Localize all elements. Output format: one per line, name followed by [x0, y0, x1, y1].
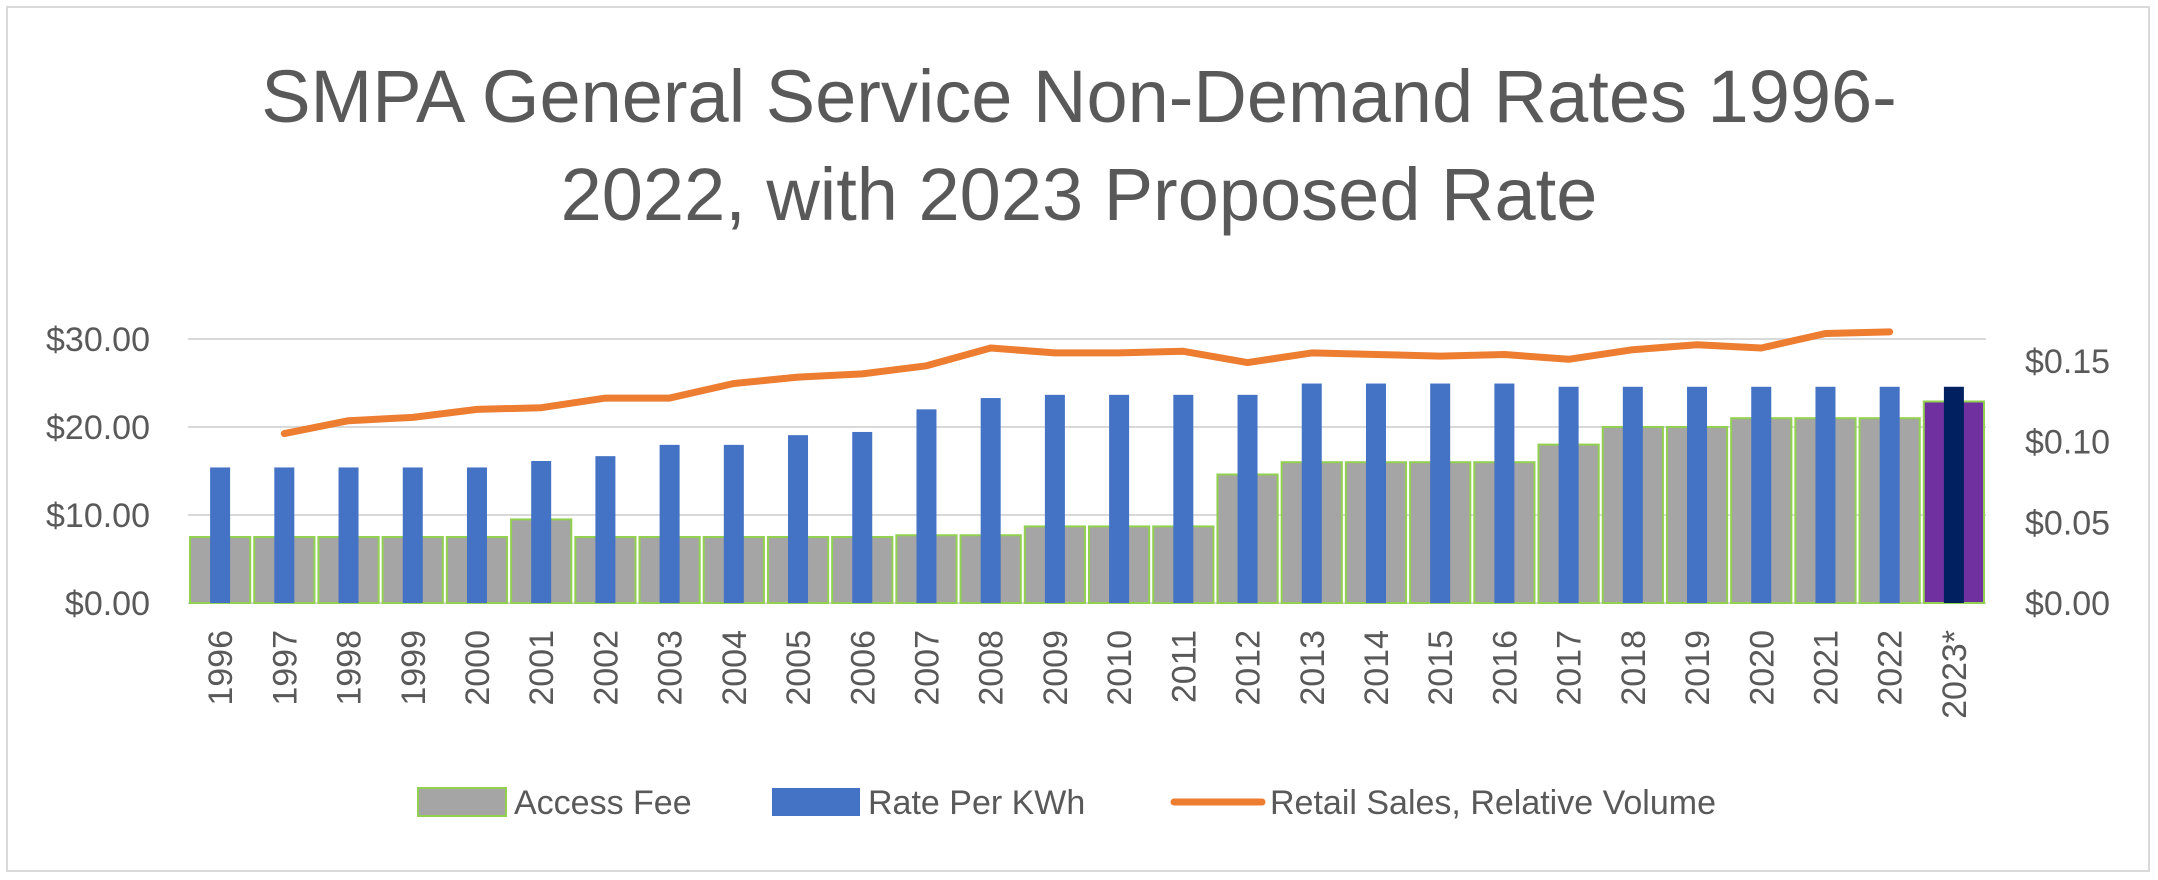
rate-per-kwh-bar	[852, 431, 873, 603]
chart-frame	[6, 6, 2150, 872]
right-axis: $0.00 $0.05 $0.10 $0.15	[2025, 343, 2110, 623]
x-tick-label: 1997	[266, 630, 304, 706]
x-tick-label: 2010	[1101, 630, 1139, 706]
rate-per-kwh-bar	[1237, 394, 1258, 603]
legend-swatch-access-fee	[417, 787, 507, 817]
chart-title-line-2: 2022, with 2023 Proposed Rate	[560, 153, 1598, 236]
x-tick-label: 2011	[1165, 630, 1203, 703]
x-tick-label: 2021	[1807, 630, 1845, 706]
line-series	[280, 328, 1894, 438]
x-tick-label: 2007	[908, 630, 946, 706]
x-tick-label: 1998	[331, 630, 369, 706]
rate-per-kwh-bar	[1365, 383, 1386, 603]
rate-per-kwh-bar	[1044, 394, 1065, 603]
rate-per-kwh-bar	[1301, 383, 1322, 603]
rate-per-kwh-bar	[1558, 386, 1579, 603]
rate-per-kwh-bar	[659, 444, 680, 603]
x-tick-label: 2002	[587, 630, 625, 706]
left-tick-label: $20.00	[46, 409, 150, 447]
x-tick-label: 2004	[716, 630, 754, 706]
chart-title: SMPA General Service Non-Demand Rates 19…	[0, 48, 2158, 244]
rate-per-kwh-bar	[723, 444, 744, 603]
x-tick-label: 2018	[1615, 630, 1653, 706]
x-tick-label: 2005	[780, 630, 818, 706]
rate-per-kwh-bar	[402, 467, 423, 603]
left-axis: $0.00 $10.00 $20.00 $30.00	[46, 321, 150, 623]
x-axis: 1996 1997 1998 1999 2000 2001 2002 2003 2004 2005…	[202, 630, 1974, 719]
rate-per-kwh-bar	[1430, 383, 1451, 603]
rate-per-kwh-bar	[1622, 386, 1643, 603]
rate-per-kwh-bar	[1815, 386, 1836, 603]
x-tick-label: 2006	[844, 630, 882, 706]
rate-per-kwh-bar	[274, 467, 295, 603]
x-tick-label: 2023*	[1936, 630, 1974, 719]
x-tick-label: 2009	[1037, 630, 1075, 706]
rate-per-kwh-bar	[788, 435, 809, 603]
rate-per-kwh-bar	[531, 460, 552, 603]
x-tick-label: 2019	[1679, 630, 1717, 706]
x-tick-label: 2012	[1230, 630, 1268, 706]
rate-per-kwh-bar	[1687, 386, 1708, 603]
rate-per-kwh-bar	[338, 467, 359, 603]
x-tick-label: 2017	[1551, 630, 1589, 706]
x-tick-label: 2000	[459, 630, 497, 706]
right-tick-label: $0.15	[2025, 343, 2110, 381]
rate-per-kwh-bar	[1943, 386, 1964, 603]
x-tick-label: 2013	[1294, 630, 1332, 706]
legend-label-rate-per-kwh: Rate Per KWh	[868, 784, 1085, 822]
rate-per-kwh-bar	[1109, 394, 1130, 603]
right-tick-label: $0.10	[2025, 424, 2110, 462]
x-tick-label: 2022	[1872, 630, 1910, 706]
x-tick-label: 2015	[1422, 630, 1460, 706]
x-tick-label: 1996	[202, 630, 240, 706]
rate-per-kwh-bar	[1494, 383, 1515, 603]
x-tick-label: 2008	[973, 630, 1011, 706]
rate-per-kwh-bar	[466, 467, 487, 603]
left-tick-label: $0.00	[65, 585, 150, 623]
retail-sales-line	[280, 328, 1894, 438]
legend-swatch-rate-per-kwh	[772, 788, 860, 816]
right-tick-label: $0.05	[2025, 504, 2110, 542]
legend-label-access-fee: Access Fee	[514, 784, 692, 822]
chart-title-line-1: SMPA General Service Non-Demand Rates 19…	[261, 55, 1897, 138]
left-tick-label: $10.00	[46, 497, 150, 535]
x-tick-label: 2001	[523, 630, 561, 706]
x-tick-label: 1999	[395, 630, 433, 706]
rate-per-kwh-bar	[1173, 394, 1194, 603]
rate-per-kwh-bar	[210, 467, 231, 603]
left-tick-label: $30.00	[46, 321, 150, 359]
rate-per-kwh-bar	[1751, 386, 1772, 603]
rate-per-kwh-bar	[916, 409, 937, 603]
rate-per-kwh-bar	[595, 456, 616, 603]
x-tick-label: 2003	[652, 630, 690, 706]
legend-label-retail-sales: Retail Sales, Relative Volume	[1270, 784, 1716, 822]
bars	[189, 383, 1986, 605]
right-tick-label: $0.00	[2025, 585, 2110, 623]
x-tick-label: 2014	[1358, 630, 1396, 706]
legend: Access Fee Rate Per KWh Retail Sales, Rela…	[417, 784, 1716, 822]
rate-per-kwh-bar	[1879, 386, 1900, 603]
x-tick-label: 2016	[1486, 630, 1524, 706]
rate-per-kwh-bar	[980, 398, 1001, 603]
x-tick-label: 2020	[1743, 630, 1781, 706]
